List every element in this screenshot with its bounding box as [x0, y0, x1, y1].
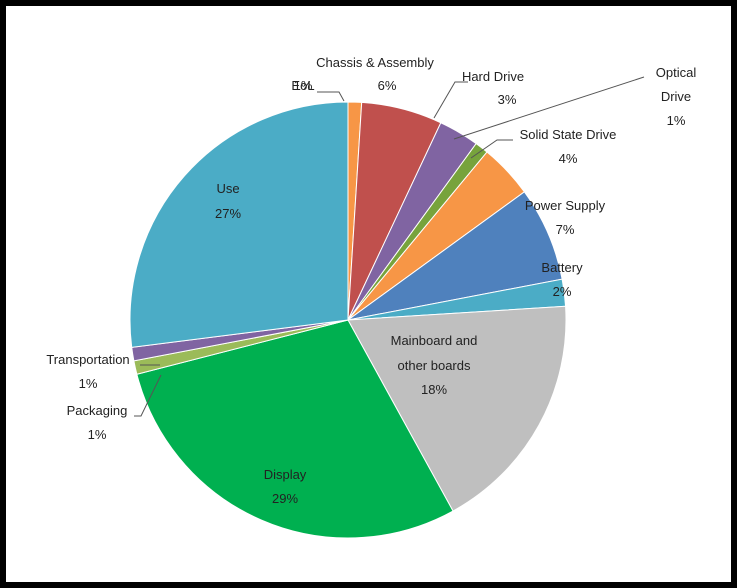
slice-name-optical-drive: Optical — [656, 65, 697, 80]
slice-label-packaging: Packaging 1% — [67, 374, 162, 442]
slice-label-mainboard-and-other-boards: Mainboard and other boards 18% — [391, 333, 478, 397]
leader-line-optical-drive — [453, 76, 645, 140]
leader-line-packaging — [134, 374, 162, 417]
leader-line-eol — [317, 91, 345, 102]
slice-name-mainboard-and-other-boards: Mainboard and — [391, 333, 478, 348]
slice-label-use: Use 27% — [215, 181, 241, 221]
slice-value-chassis-and-assembly: 6% — [378, 78, 397, 93]
pie-slice-mainboard-and-other-boards — [347, 305, 567, 512]
slice-name-hard-drive: Hard Drive — [462, 69, 524, 84]
slice-value-transportation: 1% — [79, 376, 98, 391]
slice-value-display: 29% — [272, 491, 298, 506]
slice-value-use: 27% — [215, 206, 241, 221]
leader-line-solid-state-drive — [470, 139, 513, 159]
slice-name-battery: Battery — [541, 260, 583, 275]
slice-value-solid-state-drive: 4% — [559, 151, 578, 166]
pie-slice-use — [129, 101, 349, 348]
slice-label-hard-drive: Hard Drive 3% — [433, 69, 524, 119]
slice-value-optical-drive: 1% — [667, 113, 686, 128]
slice-name-power-supply: Power Supply — [525, 198, 606, 213]
leader-line-hard-drive — [433, 81, 468, 119]
slice-name-chassis-and-assembly: Chassis & Assembly — [316, 55, 434, 70]
slice-name-display: Display — [264, 467, 307, 482]
slice-label-transportation: Transportation 1% — [46, 352, 160, 391]
slice-name-optical-drive: Drive — [661, 89, 691, 104]
slice-label-power-supply: Power Supply 7% — [525, 198, 606, 237]
slice-name-solid-state-drive: Solid State Drive — [520, 127, 617, 142]
slice-value-battery: 2% — [553, 284, 572, 299]
slice-value-packaging: 1% — [88, 427, 107, 442]
slice-name-mainboard-and-other-boards: other boards — [398, 358, 471, 373]
slice-name-transportation: Transportation — [46, 352, 129, 367]
slice-value-hard-drive: 3% — [498, 92, 517, 107]
pie-slice-display — [136, 319, 454, 539]
slice-value-eol: 1% — [294, 78, 313, 93]
slice-label-solid-state-drive: Solid State Drive 4% — [470, 127, 617, 166]
slice-value-power-supply: 7% — [556, 222, 575, 237]
slice-value-mainboard-and-other-boards: 18% — [421, 382, 447, 397]
slice-label-display: Display 29% — [264, 467, 307, 506]
slice-label-optical-drive: Optical Drive 1% — [453, 65, 697, 140]
slice-name-eol: EoL — [291, 78, 314, 93]
slice-label-chassis-and-assembly: Chassis & Assembly 6% — [316, 55, 434, 93]
slice-name-use: Use — [216, 181, 239, 196]
slice-name-packaging: Packaging — [67, 403, 128, 418]
slice-label-battery: Battery 2% — [541, 260, 583, 299]
